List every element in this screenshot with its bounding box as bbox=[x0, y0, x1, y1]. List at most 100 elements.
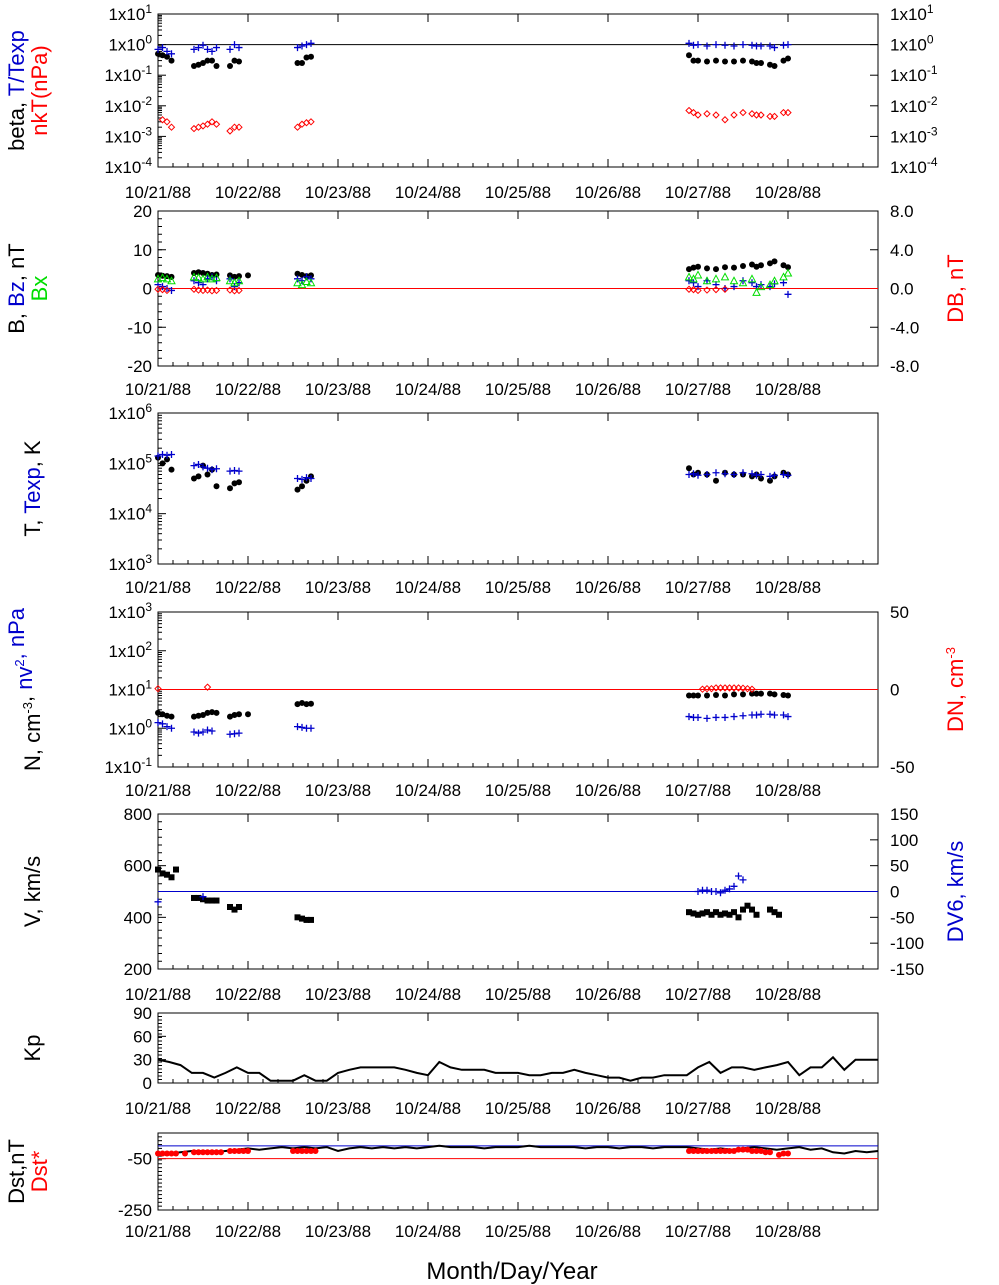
series bbox=[154, 872, 747, 906]
data-point bbox=[703, 110, 711, 118]
data-point bbox=[299, 1147, 305, 1154]
data-point bbox=[712, 713, 720, 721]
data-point bbox=[771, 909, 778, 916]
data-point bbox=[735, 1146, 742, 1153]
data-point bbox=[231, 41, 238, 49]
data-point bbox=[298, 42, 306, 50]
data-point bbox=[159, 450, 166, 458]
data-point bbox=[168, 450, 175, 458]
data-point bbox=[299, 915, 305, 922]
data-point bbox=[195, 61, 202, 68]
data-point bbox=[690, 279, 697, 287]
data-point bbox=[212, 286, 221, 295]
data-point bbox=[236, 273, 242, 280]
y-right-axis-label: DV6, km/s bbox=[943, 841, 968, 942]
x-tick-label: 10/27/88 bbox=[665, 1099, 731, 1118]
series bbox=[155, 690, 791, 720]
data-point bbox=[236, 1147, 242, 1154]
data-point bbox=[730, 471, 738, 478]
y-right-tick-label: 1x101 bbox=[890, 2, 934, 24]
data-point bbox=[308, 1147, 314, 1154]
data-point bbox=[168, 50, 175, 58]
data-point bbox=[712, 41, 720, 49]
data-point bbox=[208, 727, 216, 735]
data-point bbox=[163, 723, 171, 731]
panel-magnetic-field: 10/21/88 10/22/88 10/23/88 10/24/88 10/25/88… bbox=[4, 202, 968, 399]
y-tick-label: 0 bbox=[143, 280, 152, 299]
data-point bbox=[735, 914, 742, 921]
data-point bbox=[780, 1150, 787, 1157]
data-point bbox=[227, 713, 233, 720]
data-point bbox=[699, 1147, 706, 1154]
data-point bbox=[748, 685, 756, 693]
data-point bbox=[227, 1147, 233, 1154]
y-tick-label: 600 bbox=[124, 857, 152, 876]
data-point bbox=[739, 712, 747, 720]
data-point bbox=[730, 882, 738, 890]
y-tick-label: 1x100 bbox=[108, 716, 152, 738]
data-point bbox=[685, 713, 693, 721]
plot-frame bbox=[157, 1132, 879, 1211]
data-point bbox=[164, 1150, 170, 1157]
data-point bbox=[306, 278, 316, 287]
data-point bbox=[779, 272, 788, 281]
data-point bbox=[713, 692, 719, 699]
data-point bbox=[294, 701, 301, 708]
data-point bbox=[159, 52, 166, 59]
data-point bbox=[708, 911, 715, 918]
data-point bbox=[199, 893, 207, 901]
data-point bbox=[294, 914, 301, 921]
data-point bbox=[753, 911, 760, 918]
data-point bbox=[168, 724, 175, 732]
data-point bbox=[195, 1149, 202, 1156]
data-point bbox=[194, 273, 203, 282]
y-axis-label: nkT(nPa) bbox=[27, 45, 52, 135]
data-point bbox=[767, 260, 773, 267]
data-point bbox=[195, 473, 202, 480]
series-line bbox=[157, 1055, 878, 1082]
data-point bbox=[753, 711, 760, 719]
x-tick-label: 10/21/88 bbox=[125, 781, 191, 800]
data-point bbox=[167, 123, 176, 131]
data-point bbox=[722, 58, 728, 65]
data-point bbox=[226, 45, 234, 53]
x-tick-label: 10/25/88 bbox=[485, 1222, 551, 1241]
y-axis-label: Dst* bbox=[27, 1150, 52, 1192]
x-tick-label: 10/25/88 bbox=[485, 985, 551, 1004]
data-point bbox=[294, 723, 301, 731]
data-point bbox=[731, 691, 737, 698]
data-point bbox=[739, 108, 747, 117]
x-tick-label: 10/28/88 bbox=[755, 985, 821, 1004]
data-point bbox=[721, 886, 729, 894]
y-axis-label: B, Bz, nT bbox=[4, 243, 29, 334]
data-point bbox=[235, 44, 243, 52]
data-point bbox=[690, 264, 697, 271]
x-tick-label: 10/22/88 bbox=[215, 183, 281, 202]
data-point bbox=[713, 57, 719, 64]
data-point bbox=[738, 278, 748, 287]
data-point bbox=[209, 709, 215, 716]
data-point bbox=[748, 279, 756, 287]
data-point bbox=[191, 62, 197, 69]
y-tick-label: 90 bbox=[133, 1004, 152, 1023]
data-point bbox=[689, 285, 698, 294]
data-point bbox=[729, 276, 739, 285]
x-tick-label: 10/22/88 bbox=[215, 781, 281, 800]
data-point bbox=[303, 273, 310, 281]
data-point bbox=[307, 724, 315, 732]
data-point bbox=[686, 692, 692, 699]
data-point bbox=[703, 286, 711, 294]
data-point bbox=[307, 118, 315, 126]
y-right-tick-label: 50 bbox=[890, 603, 909, 622]
panel-density: 10/21/88 10/22/88 10/23/88 10/24/88 10/25/88… bbox=[4, 600, 968, 800]
data-point bbox=[780, 41, 787, 49]
data-point bbox=[231, 1147, 238, 1154]
data-point bbox=[245, 711, 251, 718]
data-point bbox=[766, 472, 774, 480]
data-point bbox=[689, 108, 698, 117]
data-point bbox=[231, 711, 238, 718]
data-point bbox=[204, 709, 211, 716]
data-point bbox=[758, 262, 764, 269]
series bbox=[155, 50, 791, 69]
x-tick-label: 10/26/88 bbox=[575, 578, 641, 597]
